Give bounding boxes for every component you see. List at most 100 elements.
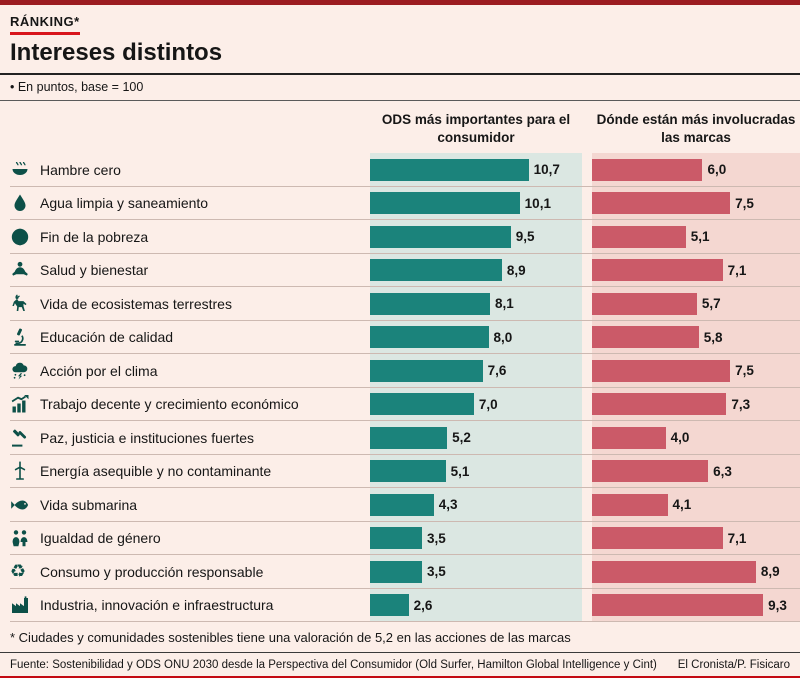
row-label: Trabajo decente y crecimiento económico xyxy=(40,388,370,422)
factory-icon xyxy=(10,589,40,623)
row-label: Industria, innovación e infraestructura xyxy=(40,589,370,623)
brands-value: 7,1 xyxy=(727,262,747,278)
column-gap xyxy=(582,220,592,254)
consumer-bar xyxy=(370,158,529,181)
brands-value: 9,3 xyxy=(768,597,787,613)
consumer-cell: 5,1 xyxy=(370,454,582,489)
table-row: Paz, justicia e instituciones fuertes 5,2… xyxy=(0,421,800,455)
table-row: Trabajo decente y crecimiento económico 7… xyxy=(0,387,800,422)
column-gap xyxy=(582,187,592,221)
gavel-icon xyxy=(10,421,40,455)
brands-cell: 6,0 xyxy=(592,153,800,187)
row-label: Hambre cero xyxy=(40,153,370,187)
person-meditating-icon xyxy=(10,254,40,288)
consumer-cell: 3,5 xyxy=(370,555,582,589)
brands-value: 4,1 xyxy=(672,497,692,513)
title-row: Intereses distintos xyxy=(0,35,800,76)
consumer-bar xyxy=(370,192,520,215)
consumer-bar xyxy=(370,426,448,449)
table-row: Fin de la pobreza 9,5 5,1 xyxy=(0,220,800,254)
consumer-value: 10,1 xyxy=(524,195,551,211)
brands-bar xyxy=(592,460,709,483)
row-label: Energía asequible y no contaminante xyxy=(40,455,370,489)
brands-bar xyxy=(592,158,703,181)
table-row: Vida submarina 4,3 4,1 xyxy=(0,488,800,522)
consumer-value: 7,0 xyxy=(478,396,498,412)
brands-cell: 5,8 xyxy=(592,320,800,355)
column-gap xyxy=(582,589,592,623)
brands-bar xyxy=(592,326,699,349)
brands-cell: 5,7 xyxy=(592,287,800,321)
two-people-icon xyxy=(10,522,40,556)
bowl-icon xyxy=(10,153,40,187)
kicker-row: RÁNKING* xyxy=(0,5,800,35)
consumer-bar xyxy=(370,259,502,282)
brands-cell: 8,9 xyxy=(592,555,800,589)
brands-bar xyxy=(592,225,686,248)
table-row: Salud y bienestar 8,9 7,1 xyxy=(0,253,800,288)
brands-value: 6,3 xyxy=(713,463,732,479)
consumer-value: 3,5 xyxy=(426,530,446,546)
consumer-cell: 10,7 xyxy=(370,153,582,187)
brands-value: 7,5 xyxy=(735,195,754,211)
consumer-bar xyxy=(370,393,474,416)
brands-value: 5,1 xyxy=(690,229,710,245)
page-title: Intereses distintos xyxy=(10,39,223,66)
brands-bar xyxy=(592,493,668,516)
row-label: Igualdad de género xyxy=(40,522,370,556)
credit: El Cronista/P. Fisicaro xyxy=(677,659,790,672)
consumer-value: 10,7 xyxy=(533,162,560,178)
consumer-cell: 10,1 xyxy=(370,186,582,221)
growth-chart-icon xyxy=(10,388,40,422)
brands-value: 5,8 xyxy=(703,329,723,345)
table-row: ♻ Consumo y producción responsable 3,5 8,9 xyxy=(0,555,800,589)
consumer-cell: 2,6 xyxy=(370,588,582,623)
consumer-value: 5,2 xyxy=(452,430,471,446)
table-row: Vida de ecosistemas terrestres 8,1 5,7 xyxy=(0,287,800,321)
column-gap xyxy=(582,153,592,187)
brands-cell: 5,1 xyxy=(592,220,800,254)
brands-cell: 7,5 xyxy=(592,186,800,221)
brands-bar xyxy=(592,594,764,617)
row-label: Agua limpia y saneamiento xyxy=(40,187,370,221)
bar-chart: Hambre cero 10,7 6,0 Agua limpia y saneamie… xyxy=(0,153,800,623)
brands-cell: 7,1 xyxy=(592,521,800,556)
brands-bar xyxy=(592,527,723,550)
brands-value: 5,7 xyxy=(701,296,721,312)
brands-cell: 7,5 xyxy=(592,354,800,388)
consumer-bar xyxy=(370,359,483,382)
row-label: Consumo y producción responsable xyxy=(40,555,370,589)
column-gap xyxy=(582,555,592,589)
source: Fuente: Sostenibilidad y ODS ONU 2030 de… xyxy=(10,659,657,672)
brands-cell: 4,0 xyxy=(592,421,800,455)
column-gap xyxy=(582,388,592,422)
microscope-icon xyxy=(10,321,40,355)
table-row: Industria, innovación e infraestructura 2… xyxy=(0,588,800,623)
column-gap xyxy=(582,254,592,288)
consumer-value: 5,1 xyxy=(450,463,470,479)
bottom-border xyxy=(0,676,800,678)
column-gap xyxy=(582,321,592,355)
column-gap xyxy=(582,488,592,522)
row-label: Vida de ecosistemas terrestres xyxy=(40,287,370,321)
consumer-value: 2,6 xyxy=(413,597,433,613)
brands-cell: 6,3 xyxy=(592,454,800,489)
recycle-icon: ♻ xyxy=(10,555,40,589)
brands-bar xyxy=(592,359,731,382)
consumer-cell: 8,9 xyxy=(370,253,582,288)
consumer-cell: 8,1 xyxy=(370,287,582,321)
table-row: Agua limpia y saneamiento 10,1 7,5 xyxy=(0,186,800,221)
table-row: Acción por el clima 7,6 7,5 xyxy=(0,354,800,388)
consumer-cell: 9,5 xyxy=(370,220,582,254)
consumer-value: 3,5 xyxy=(426,564,446,580)
brands-value: 7,3 xyxy=(731,396,751,412)
brands-value: 4,0 xyxy=(670,430,690,446)
consumer-value: 9,5 xyxy=(515,229,535,245)
row-label: Acción por el clima xyxy=(40,354,370,388)
section-label: RÁNKING* xyxy=(10,14,80,35)
consumer-bar xyxy=(370,560,422,583)
column-headers: ODS más importantes para el consumidor D… xyxy=(0,101,800,153)
consumer-value: 8,1 xyxy=(494,296,514,312)
brands-bar xyxy=(592,259,723,282)
